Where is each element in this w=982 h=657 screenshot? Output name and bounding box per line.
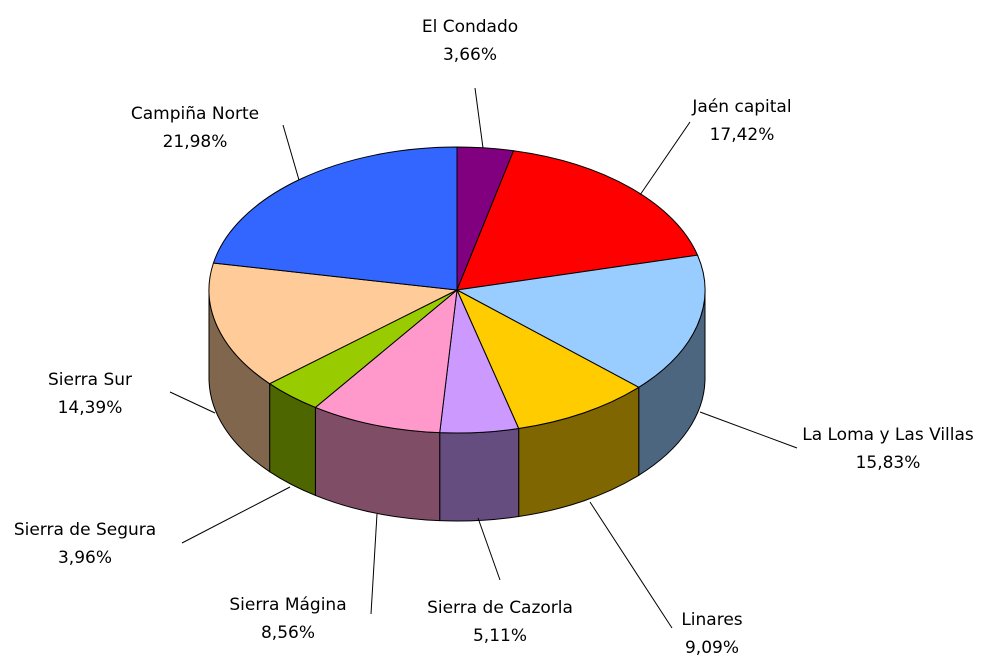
slice-label: Campiña Norte bbox=[131, 104, 259, 124]
value-label: 8,56% bbox=[261, 623, 315, 643]
slice-label: Sierra Mágina bbox=[229, 595, 346, 615]
leader-line bbox=[181, 486, 291, 544]
leader-line bbox=[474, 87, 484, 149]
leader-line bbox=[639, 121, 691, 196]
value-label: 21,98% bbox=[163, 132, 228, 152]
slice-label: Sierra de Cazorla bbox=[427, 598, 573, 618]
value-label: 3,66% bbox=[443, 45, 497, 65]
leader-line bbox=[169, 391, 216, 414]
slice-label: El Condado bbox=[422, 17, 518, 37]
value-label: 3,96% bbox=[58, 548, 112, 568]
leader-line bbox=[589, 501, 673, 629]
leader-line bbox=[282, 124, 300, 181]
slice-label: Linares bbox=[681, 610, 742, 630]
slice bbox=[455, 254, 706, 388]
slice-label: La Loma y Las Villas bbox=[802, 425, 974, 445]
slice bbox=[456, 150, 699, 291]
slice-side bbox=[439, 427, 520, 522]
slice-label: Jaén capital bbox=[691, 97, 791, 117]
value-label: 5,11% bbox=[473, 626, 527, 646]
leader-line bbox=[477, 517, 501, 581]
value-label: 9,09% bbox=[685, 638, 739, 657]
leader-line bbox=[699, 411, 798, 449]
value-label: 17,42% bbox=[710, 125, 775, 145]
slice-label: Sierra Sur bbox=[48, 370, 132, 390]
leader-line bbox=[370, 513, 378, 615]
slice bbox=[208, 262, 459, 385]
value-label: 14,39% bbox=[58, 398, 123, 418]
slice-label: Sierra de Segura bbox=[14, 520, 156, 540]
value-label: 15,83% bbox=[856, 453, 921, 473]
slice bbox=[455, 288, 640, 430]
slice bbox=[314, 288, 458, 434]
